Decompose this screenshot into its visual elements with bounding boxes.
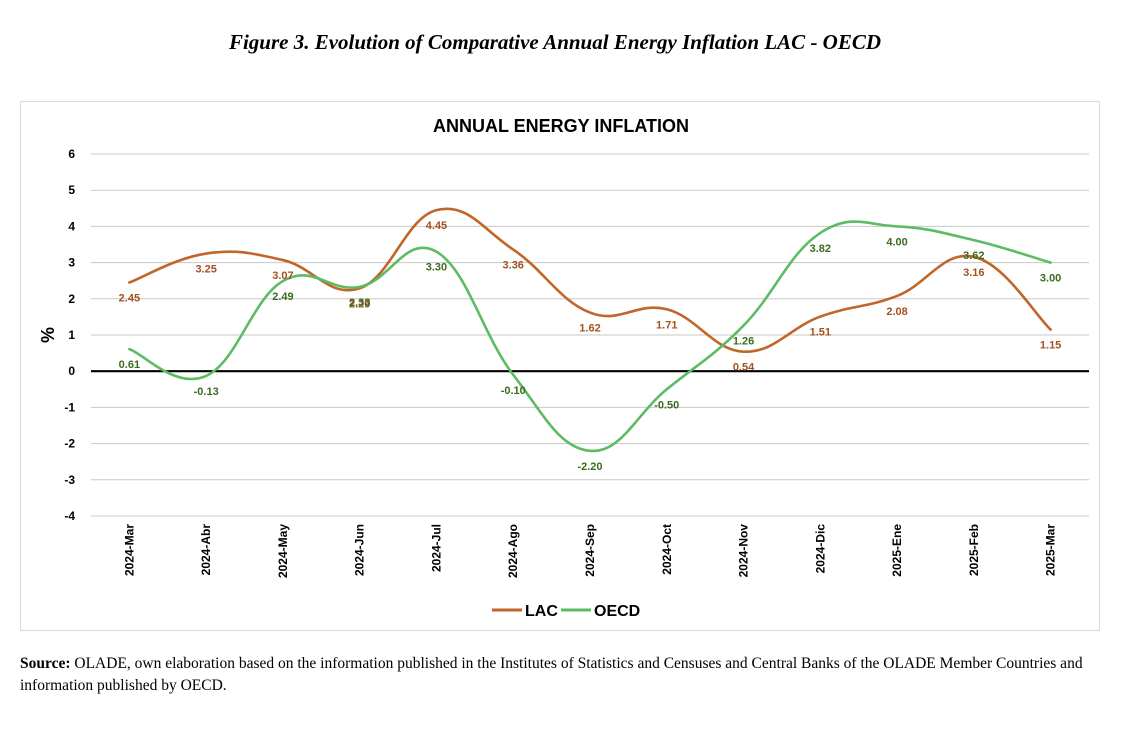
legend-label-oecd: OECD (594, 603, 640, 620)
y-axis-ticks: 6 5 4 3 2 1 0 -1 -2 -3 -4 (64, 147, 75, 523)
data-label-oecd: 4.00 (886, 236, 907, 248)
data-label-lac: 1.71 (656, 319, 677, 331)
gridlines (91, 153, 1089, 517)
x-tick-label: 2024-Ago (506, 524, 520, 578)
data-label-oecd: 2.33 (349, 297, 370, 309)
data-label-lac: 2.45 (119, 293, 140, 305)
data-label-oecd: 3.62 (963, 250, 984, 262)
data-label-oecd: -0.10 (501, 385, 526, 397)
source-note: Source: OLADE, own elaboration based on … (20, 653, 1100, 697)
data-label-lac: 0.54 (733, 362, 755, 374)
x-tick-label: 2024-Sep (583, 524, 597, 577)
data-label-lac: 3.36 (503, 260, 524, 272)
x-tick-label: 2024-Jul (429, 524, 443, 572)
series-line-lac (128, 207, 1052, 353)
chart-title: ANNUAL ENERGY INFLATION (433, 116, 689, 136)
data-label-lac: 3.25 (195, 264, 216, 276)
data-label-oecd: 3.00 (1040, 273, 1061, 285)
data-label-oecd: -0.50 (654, 399, 679, 411)
y-tick-label: -1 (64, 400, 75, 414)
data-label-lac: 4.45 (426, 220, 447, 232)
y-axis-label: % (38, 327, 58, 343)
legend: LAC OECD (492, 603, 640, 620)
data-label-oecd: 2.49 (272, 291, 293, 303)
y-tick-label: -2 (64, 437, 75, 451)
x-tick-label: 2024-May (276, 524, 290, 578)
x-tick-label: 2024-Dic (813, 524, 827, 574)
data-label-oecd: -2.20 (577, 461, 602, 473)
data-label-lac: 2.08 (886, 306, 907, 318)
x-axis-ticks: 2024-Mar 2024-Abr 2024-May 2024-Jun 2024-Jul… (122, 524, 1057, 578)
series-line-oecd (128, 220, 1052, 453)
source-text: OLADE, own elaboration based on the info… (20, 655, 1083, 694)
figure-title: Figure 3. Evolution of Comparative Annua… (228, 30, 882, 54)
y-tick-label: -3 (64, 473, 75, 487)
chart-svg: ANNUAL ENERGY INFLATION 6543210-1-2-3-4 … (38, 116, 1089, 620)
x-tick-label: 2025-Feb (967, 524, 981, 576)
data-label-lac: 2.29 (349, 298, 370, 310)
x-tick-label: 2024-Mar (122, 524, 136, 576)
y-tick-label: 4 (68, 219, 75, 233)
data-label-lac: 3.16 (963, 267, 984, 279)
data-label-oecd: -0.13 (194, 386, 219, 398)
data-label-oecd: 0.61 (119, 359, 140, 371)
data-labels: 2.45 3.25 3.07 2.29 4.45 3.36 1.62 1.71 0.54 1.51… (119, 220, 1062, 473)
y-tick-label: 2 (68, 292, 75, 306)
y-tick-label: 5 (68, 183, 75, 197)
y-tick-label: 1 (68, 328, 75, 342)
x-tick-label: 2024-Nov (737, 524, 751, 578)
y-tick-label: 0 (68, 364, 75, 378)
data-label-lac: 3.07 (272, 270, 293, 282)
x-tick-label: 2025-Mar (1044, 524, 1058, 576)
source-label: Source: (20, 655, 71, 672)
y-tick-label: 3 (68, 256, 75, 270)
x-tick-label: 2024-Oct (660, 524, 674, 575)
x-tick-label: 2025-Ene (890, 524, 904, 577)
data-label-oecd: 3.82 (810, 243, 831, 255)
data-label-oecd: 1.26 (733, 336, 754, 348)
data-label-oecd: 3.30 (426, 262, 447, 274)
data-label-lac: 1.51 (810, 327, 831, 339)
x-tick-label: 2024-Jun (353, 524, 367, 576)
x-tick-label: 2024-Abr (199, 524, 213, 576)
legend-label-lac: LAC (525, 603, 558, 620)
data-label-lac: 1.15 (1040, 340, 1061, 352)
series-lines (128, 207, 1052, 453)
data-label-lac: 1.62 (579, 323, 600, 335)
y-tick-label: -4 (64, 509, 75, 523)
chart-frame: ANNUAL ENERGY INFLATION 6 5 4 3 2 1 0 -1 -2 -3 -4 … (20, 101, 1100, 631)
y-tick-label: 6 (68, 147, 75, 161)
